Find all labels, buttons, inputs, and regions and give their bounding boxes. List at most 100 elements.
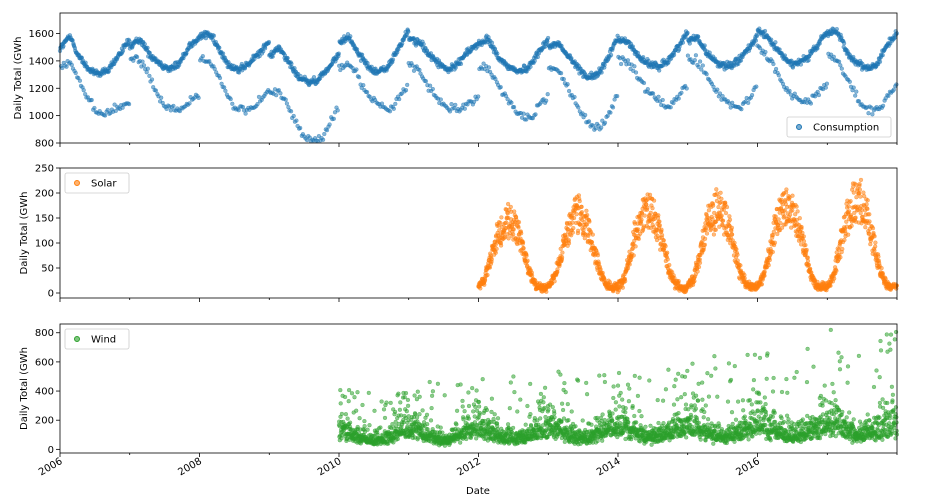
data-point <box>773 40 778 45</box>
data-point <box>642 213 647 218</box>
data-point <box>424 412 430 417</box>
data-point <box>352 395 357 400</box>
data-point <box>857 182 862 187</box>
data-point <box>528 64 533 69</box>
data-point <box>841 41 847 46</box>
data-point <box>288 109 294 114</box>
data-point <box>489 409 494 415</box>
data-point <box>600 270 605 276</box>
data-point <box>256 94 262 100</box>
data-point <box>211 33 217 38</box>
data-point <box>770 249 775 255</box>
data-point <box>395 436 400 442</box>
data-point <box>92 105 97 111</box>
data-point <box>706 208 712 213</box>
data-point <box>417 67 422 73</box>
data-point <box>339 411 345 417</box>
data-point <box>590 232 595 237</box>
data-point <box>870 226 876 231</box>
data-point <box>64 64 69 69</box>
data-point <box>126 101 132 107</box>
data-point <box>520 239 526 245</box>
data-point <box>203 36 209 41</box>
data-point <box>455 427 461 432</box>
data-point <box>828 283 833 288</box>
data-point <box>787 212 793 217</box>
data-point <box>512 209 517 214</box>
data-point <box>533 112 538 117</box>
data-point <box>776 73 781 78</box>
data-point <box>322 131 327 137</box>
data-point <box>497 228 502 233</box>
data-point <box>474 388 479 393</box>
data-point <box>498 84 503 90</box>
data-point <box>187 101 192 106</box>
data-point <box>872 234 877 239</box>
data-point <box>462 106 467 111</box>
data-point <box>656 94 661 99</box>
data-point <box>749 92 755 98</box>
data-point <box>645 205 650 210</box>
data-point <box>542 405 547 411</box>
data-point <box>711 232 717 237</box>
data-point <box>657 68 662 73</box>
data-point <box>476 94 481 99</box>
data-point <box>438 97 443 102</box>
data-point <box>489 396 495 401</box>
data-point <box>886 93 891 99</box>
data-point <box>449 101 454 107</box>
data-point <box>676 278 681 284</box>
data-point <box>505 422 511 427</box>
data-point <box>865 198 870 203</box>
data-point <box>470 385 475 391</box>
data-point <box>544 289 549 294</box>
data-point <box>772 240 778 245</box>
data-point <box>734 247 739 252</box>
data-point <box>806 262 812 268</box>
data-point <box>141 63 147 68</box>
data-point <box>559 419 564 424</box>
data-point <box>585 212 590 218</box>
data-point <box>388 400 393 406</box>
data-point <box>362 418 367 424</box>
data-point <box>797 216 802 221</box>
data-point <box>665 250 670 255</box>
data-point <box>435 381 441 386</box>
data-point <box>692 58 697 63</box>
data-point <box>384 400 389 405</box>
data-point <box>149 77 155 82</box>
data-point <box>453 102 458 108</box>
data-point <box>474 436 479 441</box>
data-point <box>589 240 595 245</box>
data-point <box>379 399 384 404</box>
data-point <box>397 96 402 102</box>
data-point <box>577 198 582 204</box>
data-point <box>320 137 326 142</box>
data-point <box>406 29 411 34</box>
data-point <box>560 407 566 413</box>
data-point <box>511 232 516 237</box>
data-point <box>834 268 839 273</box>
data-point <box>61 43 66 49</box>
data-point <box>762 273 767 278</box>
data-point <box>763 49 768 55</box>
data-point <box>696 34 701 39</box>
data-point <box>538 416 543 421</box>
data-point <box>659 232 665 238</box>
data-point <box>429 405 434 411</box>
data-point <box>508 380 513 385</box>
data-point <box>417 394 422 399</box>
data-point <box>834 26 839 32</box>
data-point <box>771 61 776 67</box>
data-point <box>476 404 482 409</box>
data-point <box>700 63 705 68</box>
data-point <box>518 397 523 402</box>
data-point <box>311 75 317 80</box>
data-point <box>816 92 822 98</box>
data-point <box>230 101 235 106</box>
data-point <box>382 415 388 421</box>
data-point <box>331 116 336 121</box>
data-point <box>732 240 737 246</box>
